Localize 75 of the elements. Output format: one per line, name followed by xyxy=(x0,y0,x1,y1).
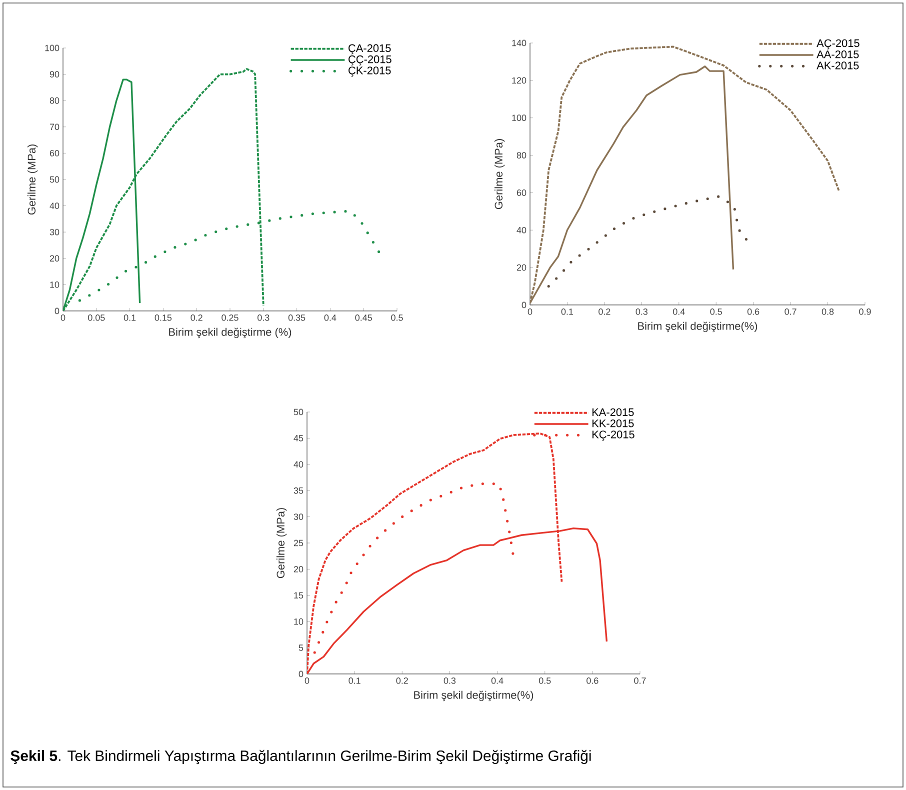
x-tick-label: 0.9 xyxy=(859,308,871,315)
x-tick-label: 0.7 xyxy=(784,308,796,315)
y-tick-label: 20 xyxy=(50,255,60,262)
legend-label: ÇÇ-2015 xyxy=(348,55,392,66)
legend-label: ÇK-2015 xyxy=(348,66,391,77)
y-tick-label: 50 xyxy=(294,408,304,416)
y-tick-label: 35 xyxy=(294,487,304,494)
y-tick-label: 25 xyxy=(294,540,304,546)
legend-label: AA-2015 xyxy=(816,50,859,58)
y-tick-label: 10 xyxy=(294,618,304,625)
x-tick-label: 0.3 xyxy=(636,308,648,315)
x-tick-label: 0.05 xyxy=(88,314,105,321)
y-tick-label: 80 xyxy=(50,97,60,104)
y-tick-label: 30 xyxy=(50,228,60,236)
y-tick-label: 100 xyxy=(45,44,60,52)
y-tick-label: 140 xyxy=(512,40,526,46)
legend-label: KA-2015 xyxy=(592,408,634,416)
x-tick-label: 0.2 xyxy=(190,314,202,321)
y-tick-label: 90 xyxy=(50,71,60,78)
y-tick-label: 20 xyxy=(294,566,304,572)
x-tick-label: 0.4 xyxy=(491,678,504,684)
y-tick-label: 40 xyxy=(294,461,304,468)
y-tick-label: 10 xyxy=(50,282,60,288)
y-tick-label: 5 xyxy=(298,644,304,651)
x-tick-label: 0.3 xyxy=(444,678,456,684)
legend-label: AÇ-2015 xyxy=(816,39,860,50)
x-tick-label: 0 xyxy=(60,314,66,321)
y-tick-label: 40 xyxy=(516,226,526,234)
x-axis-title: Birim şekil değiştirme(%) xyxy=(414,690,534,702)
x-tick-label: 0.1 xyxy=(348,678,360,684)
legend-label: KK-2015 xyxy=(592,419,634,428)
x-tick-label: 0.7 xyxy=(634,678,646,684)
x-tick-label: 0.6 xyxy=(747,308,760,315)
legend-label: ÇA-2015 xyxy=(348,44,391,54)
x-tick-label: 0.35 xyxy=(288,314,306,321)
x-tick-label: 0.3 xyxy=(258,314,270,321)
x-tick-label: 0 xyxy=(304,678,310,684)
y-tick-label: 0 xyxy=(298,670,304,678)
legend-label: AK-2015 xyxy=(816,62,859,70)
x-tick-label: 0.25 xyxy=(222,314,238,321)
y-tick-label: 60 xyxy=(516,190,526,196)
y-axis-title: Gerilme (MPa) xyxy=(276,508,287,578)
x-tick-label: 0.15 xyxy=(154,314,172,321)
y-tick-label: 80 xyxy=(516,152,526,158)
x-tick-label: 0 xyxy=(528,308,532,315)
x-tick-label: 0.1 xyxy=(561,308,574,315)
y-tick-label: 45 xyxy=(294,435,304,442)
x-tick-label: 0.45 xyxy=(355,314,372,321)
x-tick-label: 0.4 xyxy=(673,308,685,315)
x-tick-label: 0.8 xyxy=(822,308,834,315)
line-series xyxy=(313,482,514,654)
y-tick-label: 20 xyxy=(516,264,526,271)
y-axis-title: Gerilme (MPa) xyxy=(494,139,505,210)
text: Şekil 5. Tek Bindirmeli Yapıştırma Bağlantılarının Gerilme-Birim Şekil Değiştirme Grafiği xyxy=(10,750,591,764)
y-tick-label: 0 xyxy=(522,302,526,308)
y-tick-label: 60 xyxy=(50,150,60,156)
x-tick-label: 0.4 xyxy=(324,314,336,321)
y-axis-title: Gerilme (MPa) xyxy=(27,144,38,215)
y-tick-label: 70 xyxy=(50,124,60,130)
y-tick-label: 50 xyxy=(50,176,60,183)
x-tick-label: 0.2 xyxy=(396,678,408,684)
x-tick-label: 0.2 xyxy=(598,308,610,315)
y-tick-label: 40 xyxy=(50,202,60,209)
y-tick-label: 30 xyxy=(294,514,304,520)
x-tick-label: 0.5 xyxy=(538,678,551,684)
y-tick-label: 100 xyxy=(512,114,526,122)
y-tick-label: 15 xyxy=(294,592,304,599)
legend-label: KÇ-2015 xyxy=(592,430,634,441)
x-tick-label: 0.6 xyxy=(586,678,598,684)
x-tick-label: 0.5 xyxy=(710,308,722,315)
x-tick-label: 0.5 xyxy=(391,314,403,321)
x-axis-title: Birim şekil değiştirme (%) xyxy=(169,328,292,338)
y-tick-label: 120 xyxy=(512,77,526,84)
x-tick-label: 0.1 xyxy=(124,314,136,321)
x-axis-title: Birim şekil değiştirme(%) xyxy=(638,322,758,332)
